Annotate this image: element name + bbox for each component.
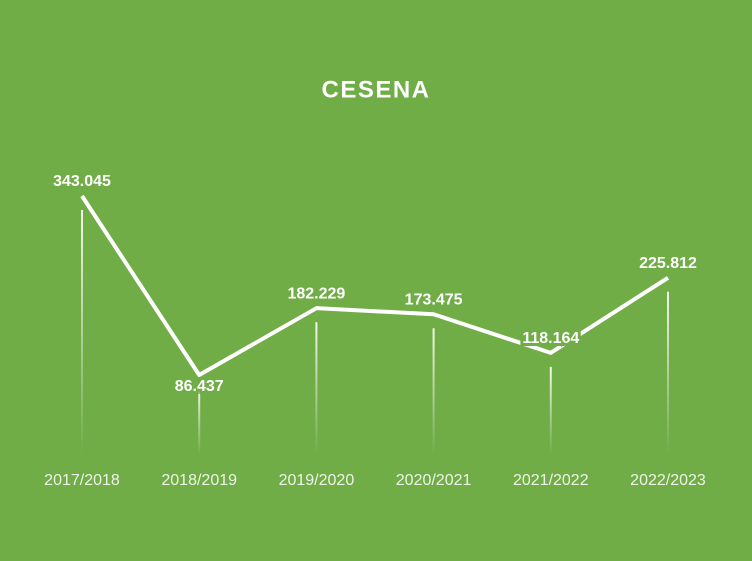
drop-line — [198, 389, 201, 455]
chart-title: CESENA — [321, 76, 430, 103]
data-label: 86.437 — [175, 378, 224, 395]
x-tick-label: 2022/2023 — [630, 472, 706, 489]
data-label: 182.229 — [287, 285, 345, 302]
drop-line — [667, 291, 669, 455]
data-label: 118.164 — [522, 330, 579, 347]
x-tick-label: 2021/2022 — [513, 472, 589, 489]
x-tick-label: 2020/2021 — [396, 472, 472, 489]
drop-line — [315, 322, 318, 455]
data-label: 343.045 — [53, 173, 111, 190]
data-label: 225.812 — [639, 255, 697, 272]
drop-line — [432, 328, 435, 455]
x-tick-label: 2018/2019 — [161, 472, 237, 489]
x-tick-label: 2019/2020 — [279, 472, 355, 489]
data-label: 173.475 — [405, 292, 463, 309]
drop-line — [549, 366, 552, 455]
x-tick-label: 2017/2018 — [44, 472, 120, 489]
line — [80, 194, 670, 377]
drop-line — [81, 210, 83, 455]
